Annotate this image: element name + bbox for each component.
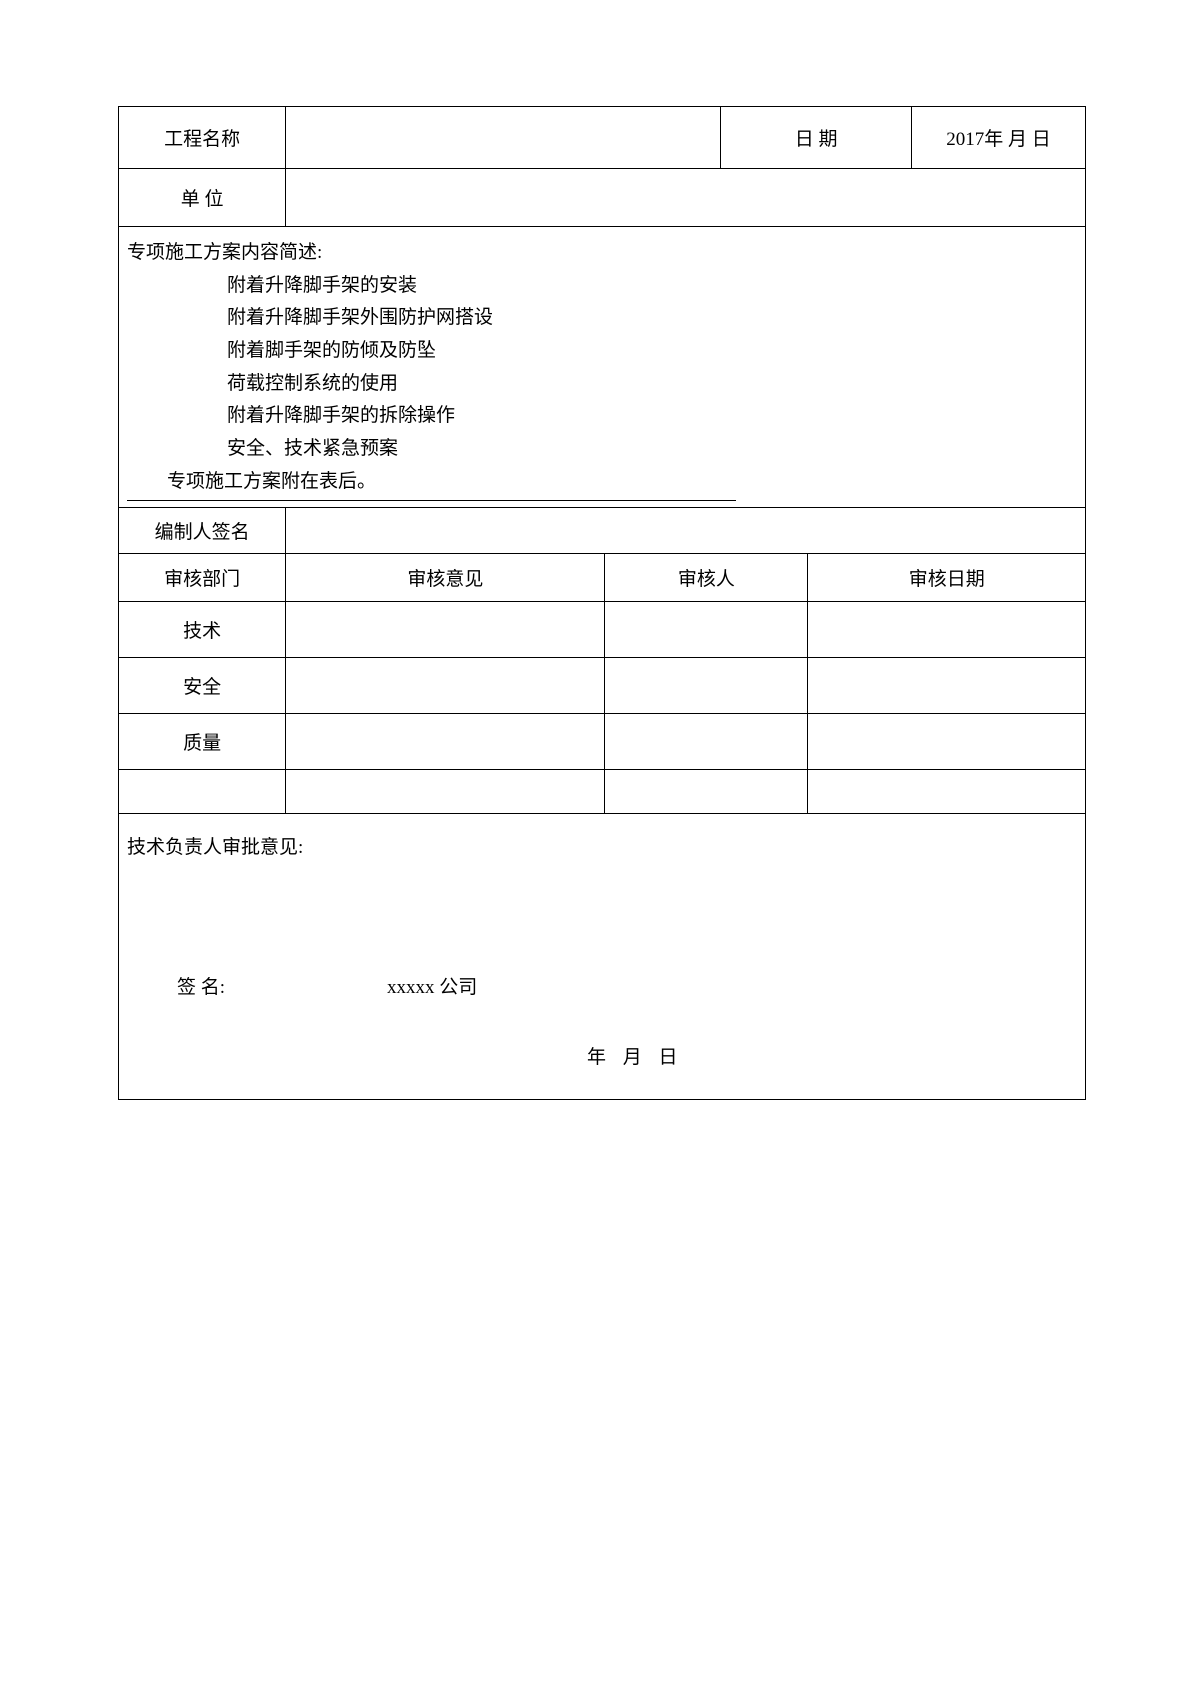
review-person-2[interactable] xyxy=(605,714,808,770)
review-row-2: 质量 xyxy=(119,714,1086,770)
review-date-0[interactable] xyxy=(808,602,1086,658)
main-table: 工程名称 日 期 2017年 月 日 单 位 专项施工方案内容简述: 附着升降脚… xyxy=(118,106,1086,1100)
review-date-1[interactable] xyxy=(808,658,1086,714)
review-person-3[interactable] xyxy=(605,770,808,814)
desc-item-1: 附着升降脚手架外围防护网搭设 xyxy=(127,302,1077,335)
review-hdr-dept: 审核部门 xyxy=(119,554,286,602)
approval-row: 技术负责人审批意见: 签 名: xxxxx 公司 年 月 日 xyxy=(119,814,1086,1100)
review-date-2[interactable] xyxy=(808,714,1086,770)
date-label: 日 期 xyxy=(721,107,911,169)
review-row-0: 技术 xyxy=(119,602,1086,658)
review-person-0[interactable] xyxy=(605,602,808,658)
date-value[interactable]: 2017年 月 日 xyxy=(911,107,1085,169)
desc-item-4: 附着升降脚手架的拆除操作 xyxy=(127,400,1077,433)
approval-title: 技术负责人审批意见: xyxy=(127,832,1077,864)
review-opinion-0[interactable] xyxy=(286,602,605,658)
description-title: 专项施工方案内容简述: xyxy=(127,237,1077,270)
approval-cell: 技术负责人审批意见: 签 名: xxxxx 公司 年 月 日 xyxy=(119,814,1086,1100)
review-row-3 xyxy=(119,770,1086,814)
desc-item-3: 荷载控制系统的使用 xyxy=(127,368,1077,401)
compiler-label: 编制人签名 xyxy=(119,508,286,554)
review-hdr-opinion: 审核意见 xyxy=(286,554,605,602)
review-opinion-2[interactable] xyxy=(286,714,605,770)
review-hdr-date: 审核日期 xyxy=(808,554,1086,602)
desc-item-2: 附着脚手架的防倾及防坠 xyxy=(127,335,1077,368)
desc-item-5: 安全、技术紧急预案 xyxy=(127,433,1077,466)
unit-value[interactable] xyxy=(286,169,1086,227)
approval-sign-label: 签 名: xyxy=(177,972,225,1004)
approval-company: xxxxx 公司 xyxy=(387,972,477,1004)
project-label: 工程名称 xyxy=(119,107,286,169)
review-dept-2: 质量 xyxy=(119,714,286,770)
approval-date-line: 年 月 日 xyxy=(587,1042,684,1074)
review-dept-1: 安全 xyxy=(119,658,286,714)
header-row-2: 单 位 xyxy=(119,169,1086,227)
unit-label: 单 位 xyxy=(119,169,286,227)
review-hdr-person: 审核人 xyxy=(605,554,808,602)
description-row: 专项施工方案内容简述: 附着升降脚手架的安装 附着升降脚手架外围防护网搭设 附着… xyxy=(119,227,1086,508)
compiler-value[interactable] xyxy=(286,508,1086,554)
review-opinion-1[interactable] xyxy=(286,658,605,714)
review-date-3[interactable] xyxy=(808,770,1086,814)
form-page: 工程名称 日 期 2017年 月 日 单 位 专项施工方案内容简述: 附着升降脚… xyxy=(0,0,1200,1100)
header-row-1: 工程名称 日 期 2017年 月 日 xyxy=(119,107,1086,169)
project-value[interactable] xyxy=(286,107,721,169)
review-opinion-3[interactable] xyxy=(286,770,605,814)
description-cell: 专项施工方案内容简述: 附着升降脚手架的安装 附着升降脚手架外围防护网搭设 附着… xyxy=(119,227,1086,508)
review-dept-3[interactable] xyxy=(119,770,286,814)
desc-item-0: 附着升降脚手架的安装 xyxy=(127,270,1077,303)
review-person-1[interactable] xyxy=(605,658,808,714)
description-footer: 专项施工方案附在表后。 xyxy=(127,466,736,502)
review-dept-0: 技术 xyxy=(119,602,286,658)
review-row-1: 安全 xyxy=(119,658,1086,714)
compiler-row: 编制人签名 xyxy=(119,508,1086,554)
review-header-row: 审核部门 审核意见 审核人 审核日期 xyxy=(119,554,1086,602)
